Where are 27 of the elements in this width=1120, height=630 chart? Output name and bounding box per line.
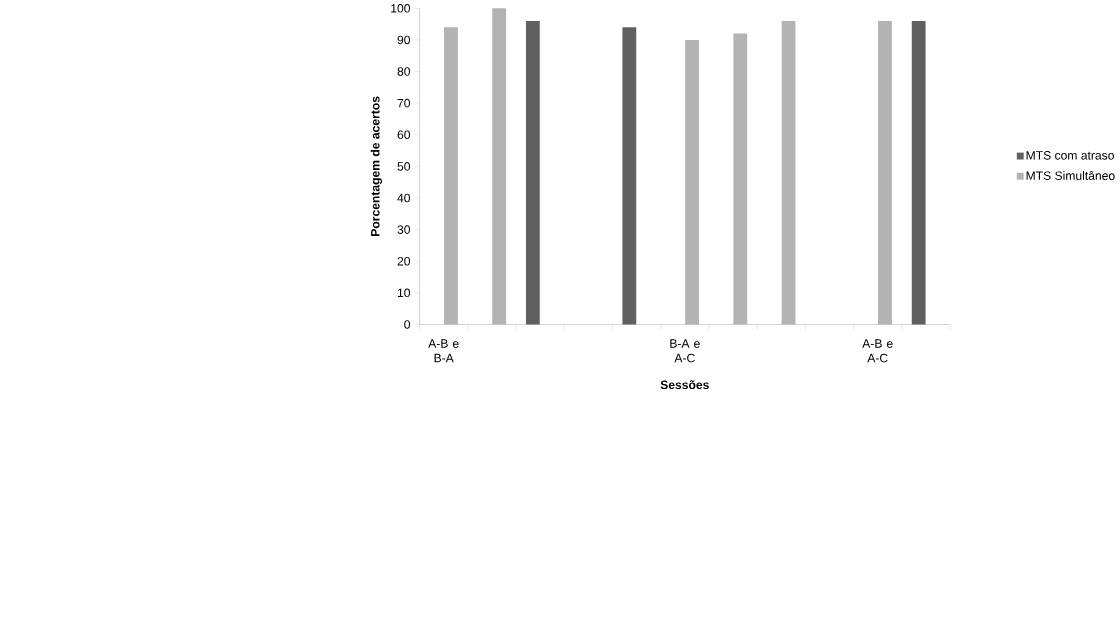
y-tick-label: 80 xyxy=(397,67,411,76)
x-tick-label: A-B e B-A xyxy=(428,339,459,363)
bar xyxy=(525,20,540,325)
y-tick-label: 20 xyxy=(397,256,411,266)
y-tick-label: 40 xyxy=(397,193,411,203)
y-tick-label: 0 xyxy=(404,320,411,329)
y-tick-label: 90 xyxy=(397,35,411,45)
y-tick-label: 70 xyxy=(397,98,411,108)
bar xyxy=(685,39,699,325)
y-tick-label: 50 xyxy=(397,161,411,171)
bar xyxy=(911,20,926,325)
y-tick-label: 60 xyxy=(397,130,411,139)
bar xyxy=(878,20,892,325)
bar xyxy=(781,20,796,325)
x-tick-label: A-B e A-C xyxy=(862,339,893,363)
bar xyxy=(733,33,748,325)
y-axis-title: Porcentagem de acertos xyxy=(370,96,383,236)
bar xyxy=(444,27,458,325)
bar xyxy=(622,27,637,325)
y-tick-label: 30 xyxy=(397,225,411,234)
y-tick-label: 100 xyxy=(391,3,411,13)
y-tick-label: 10 xyxy=(397,288,411,297)
legend-label: MTS com atraso xyxy=(1026,150,1114,160)
legend-label: MTS Simultâneo xyxy=(1026,170,1115,180)
x-tick-label: B-A e A-C xyxy=(670,339,700,363)
bar xyxy=(492,8,507,325)
x-axis-title: Sessões xyxy=(660,380,709,389)
